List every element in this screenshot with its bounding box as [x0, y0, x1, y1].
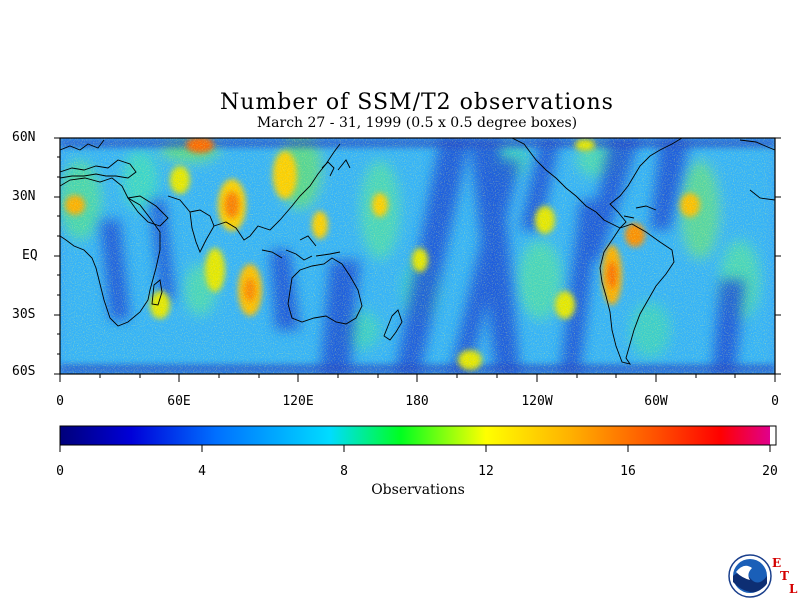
lat-label-60n: 60N [12, 130, 36, 145]
lat-label-30n: 30N [12, 189, 36, 204]
lat-ticks [54, 137, 781, 375]
colorbar-tick-16: 16 [620, 464, 636, 479]
map-subtitle: March 27 - 31, 1999 (0.5 x 0.5 degree bo… [256, 115, 578, 131]
colorbar-tick-8: 8 [340, 464, 348, 479]
lon-label-60w: 60W [644, 394, 668, 409]
colorbar-label: Observations [371, 482, 465, 498]
lon-label-180: 180 [405, 394, 429, 409]
etl-letter-t: T [780, 569, 789, 583]
noaa-logo-icon [728, 554, 772, 598]
lon-label-60e: 60E [167, 394, 191, 409]
lat-label-30s: 30S [12, 307, 36, 322]
colorbar-ticks [59, 445, 771, 452]
lon-ticks [59, 374, 776, 382]
colorbar-frame [59, 425, 777, 446]
colorbar-tick-4: 4 [198, 464, 206, 479]
colorbar-tick-20: 20 [762, 464, 778, 479]
observation-field [60, 138, 775, 374]
colorbar-tick-0: 0 [56, 464, 64, 479]
lat-label-eq: EQ [22, 248, 38, 263]
etl-letter-e: E [772, 556, 782, 570]
lon-label-0: 0 [56, 394, 64, 409]
lon-label-120w: 120W [521, 394, 553, 409]
etl-letter-l: L [789, 582, 798, 596]
coastlines [60, 138, 775, 365]
map-title: Number of SSM/T2 observations [220, 90, 614, 115]
colorbar [60, 426, 770, 445]
colorbar-tick-12: 12 [478, 464, 494, 479]
lat-label-60s: 60S [12, 364, 36, 379]
lon-label-120e: 120E [282, 394, 314, 409]
lon-label-0-right: 0 [771, 394, 779, 409]
